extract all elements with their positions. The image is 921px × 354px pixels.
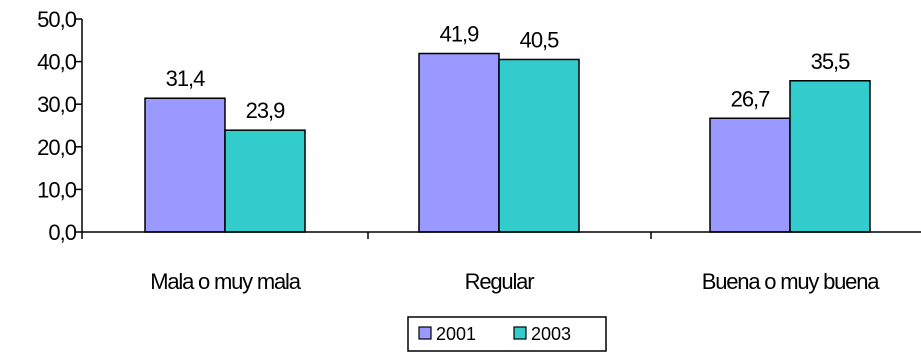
legend-label-2003: 2003 xyxy=(531,324,571,344)
bar-2003-3 xyxy=(790,81,870,232)
x-axis: Mala o muy mala Regular Buena o muy buena xyxy=(82,232,921,294)
y-tick-label: 50,0 xyxy=(37,7,77,32)
legend-label-2001: 2001 xyxy=(436,324,476,344)
y-axis: 0,0 10,0 20,0 30,0 40,0 50,0 xyxy=(37,7,82,245)
bars: 31,4 23,9 41,9 40,5 26,7 35,5 xyxy=(145,22,870,232)
y-tick-label: 20,0 xyxy=(37,135,77,160)
y-tick-label: 40,0 xyxy=(37,50,77,75)
bar-2001-1 xyxy=(145,98,225,232)
bar-2001-2 xyxy=(419,54,499,232)
x-category-label: Regular xyxy=(465,269,535,294)
legend: 2001 2003 xyxy=(408,317,606,351)
data-label-2003-1: 23,9 xyxy=(246,98,286,123)
bar-2003-2 xyxy=(499,59,579,232)
data-label-2001-2: 41,9 xyxy=(440,22,480,47)
legend-swatch-2001 xyxy=(419,327,431,339)
data-label-2003-3: 35,5 xyxy=(811,49,851,74)
y-tick-label: 0,0 xyxy=(48,220,76,245)
legend-swatch-2003 xyxy=(514,327,526,339)
x-category-label: Buena o muy buena xyxy=(702,269,880,294)
bar-2003-1 xyxy=(225,130,305,232)
data-label-2003-2: 40,5 xyxy=(520,27,560,52)
bar-2001-3 xyxy=(710,118,790,232)
y-tick-label: 10,0 xyxy=(37,177,77,202)
data-label-2001-3: 26,7 xyxy=(731,86,771,111)
y-tick-label: 30,0 xyxy=(37,92,77,117)
data-label-2001-1: 31,4 xyxy=(166,66,206,91)
x-category-label: Mala o muy mala xyxy=(150,269,301,294)
